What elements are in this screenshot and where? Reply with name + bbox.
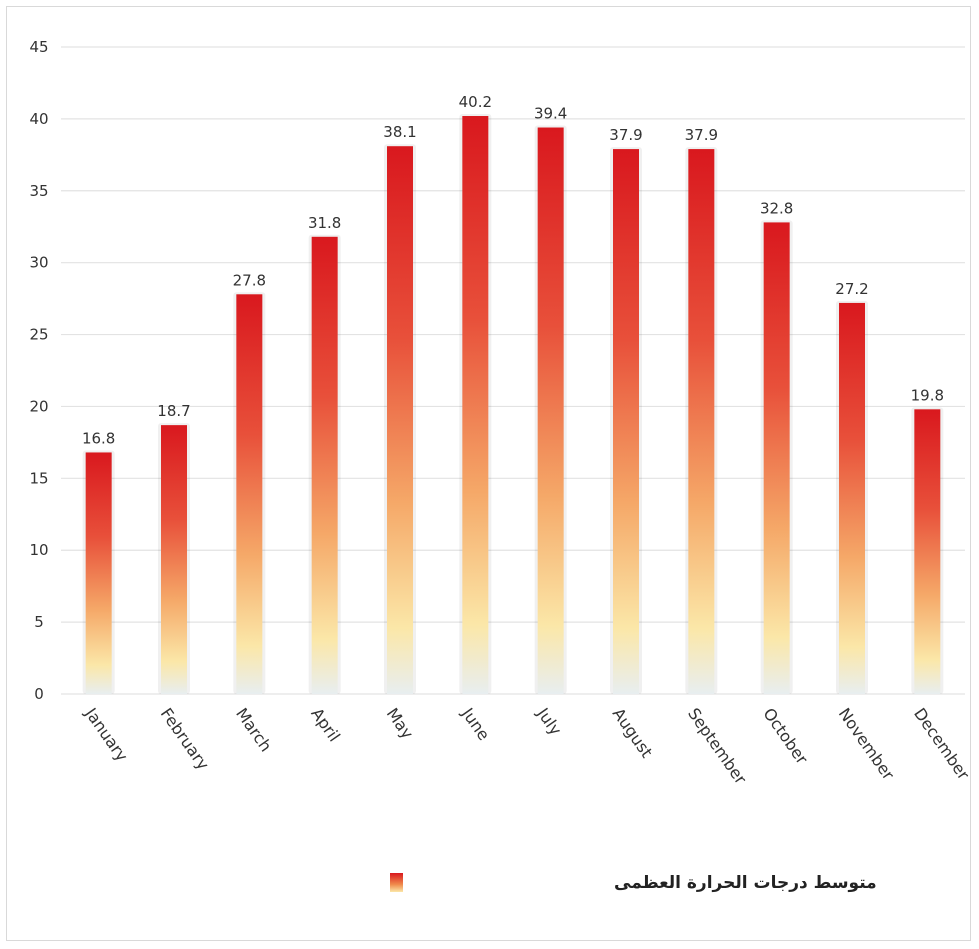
x-tick-label: July: [533, 704, 566, 739]
legend-label: متوسط درجات الحرارة العظمى: [614, 873, 877, 893]
bar: [537, 127, 564, 694]
y-tick-label: 15: [29, 469, 48, 487]
bar: [311, 236, 338, 694]
x-tick-label: May: [383, 704, 418, 742]
data-label: 19.8: [911, 386, 944, 404]
x-tick-label: October: [759, 704, 812, 768]
y-tick-label: 25: [29, 326, 48, 344]
y-tick-label: 0: [34, 685, 44, 703]
bar: [236, 294, 263, 694]
bar: [85, 452, 112, 694]
chart: 0 5 10 15 20 25 30 35 40 45 16.8 18.7 27.8 31.8 38.1 4…: [6, 6, 972, 941]
data-label: 31.8: [308, 214, 341, 232]
x-tick-label: March: [232, 704, 276, 755]
bar: [613, 149, 639, 695]
chart-canvas: 0 5 10 15 20 25 30 35 40 45 16.8 18.7 27.8 31.8 38.1 4…: [29, 38, 972, 893]
data-label: 27.2: [835, 280, 868, 298]
bar: [914, 409, 941, 694]
x-tick-label: February: [157, 704, 213, 773]
bar: [462, 116, 489, 695]
y-tick-label: 40: [29, 110, 48, 128]
legend: متوسط درجات الحرارة العظمى: [390, 873, 877, 893]
data-label: 39.4: [534, 105, 567, 123]
y-tick-label: 30: [29, 254, 48, 272]
data-label: 38.1: [383, 123, 416, 141]
data-label: 32.8: [760, 199, 793, 217]
bar: [161, 425, 187, 694]
y-tick-label: 35: [29, 182, 48, 200]
x-tick-label: January: [81, 704, 132, 765]
legend-swatch: [390, 873, 403, 892]
x-tick-label: December: [910, 704, 972, 783]
x-tick-label: June: [457, 704, 493, 744]
x-tick-label: April: [307, 704, 344, 745]
bar: [387, 146, 413, 694]
bar: [688, 149, 715, 695]
y-tick-label: 20: [29, 397, 48, 415]
data-label: 27.8: [233, 271, 266, 289]
y-tick-label: 45: [29, 38, 48, 56]
y-axis: 0 5 10 15 20 25 30 35 40 45: [29, 38, 48, 703]
x-tick-label: November: [835, 704, 899, 783]
data-label: 37.9: [609, 126, 642, 144]
bar: [763, 222, 790, 695]
x-axis: January February March April May June July Augu…: [81, 704, 972, 789]
x-tick-label: September: [684, 704, 751, 788]
bar: [839, 302, 865, 694]
data-labels: 16.8 18.7 27.8 31.8 38.1 40.2 39.4 37.9 37.9 32.8…: [82, 93, 944, 447]
y-tick-label: 5: [34, 613, 44, 631]
x-tick-label: August: [609, 704, 657, 761]
bars: [82, 114, 944, 695]
data-label: 18.7: [157, 402, 190, 420]
data-label: 37.9: [685, 126, 718, 144]
y-tick-label: 10: [29, 541, 48, 559]
data-label: 16.8: [82, 429, 115, 447]
gridlines: [61, 46, 965, 695]
data-label: 40.2: [459, 93, 492, 111]
